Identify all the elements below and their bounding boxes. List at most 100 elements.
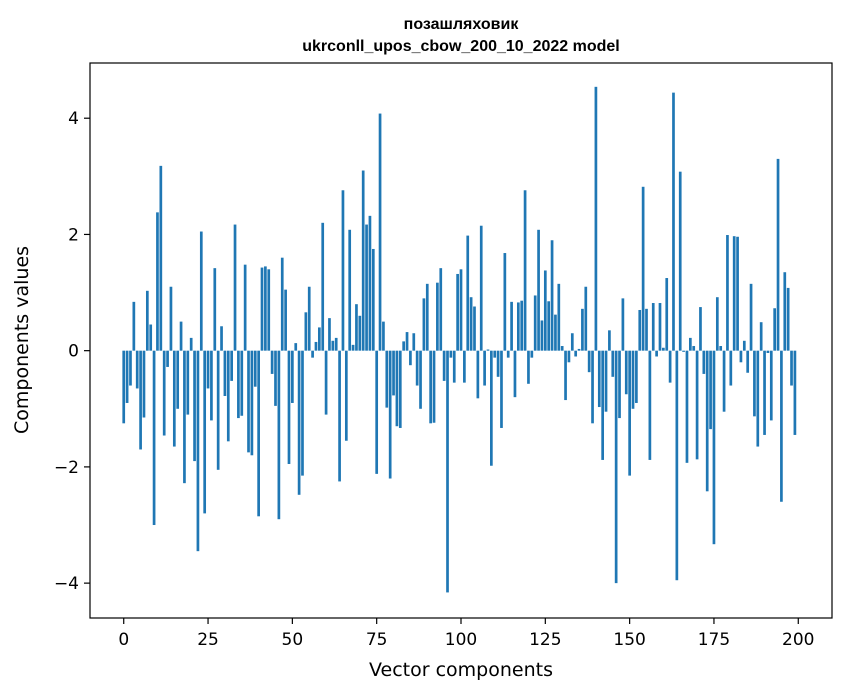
bar-61 — [328, 318, 331, 351]
bar-30 — [223, 350, 227, 396]
bar-163 — [672, 92, 675, 351]
bar-131 — [564, 350, 567, 401]
bar-186 — [749, 283, 753, 351]
bar-99 — [456, 273, 459, 351]
bar-77 — [382, 321, 385, 351]
x-tick-label: 75 — [366, 630, 388, 650]
bar-54 — [304, 312, 308, 351]
bar-32 — [230, 350, 234, 381]
bar-194 — [776, 158, 780, 351]
bar-97 — [449, 350, 453, 358]
bar-16 — [176, 350, 180, 409]
bar-151 — [631, 350, 635, 409]
bar-89 — [422, 298, 426, 351]
bar-65 — [341, 190, 345, 351]
x-tick-label: 175 — [698, 630, 730, 650]
bar-122 — [533, 295, 537, 351]
bar-40 — [257, 350, 260, 517]
bar-154 — [641, 186, 645, 351]
bar-196 — [783, 272, 787, 351]
bar-68 — [351, 344, 355, 351]
bar-165 — [678, 171, 682, 351]
x-tick-label: 25 — [197, 630, 219, 650]
bar-14 — [169, 286, 173, 351]
bar-161 — [665, 278, 669, 351]
bar-22 — [196, 350, 200, 552]
bar-21 — [193, 350, 196, 462]
bar-125 — [543, 270, 547, 351]
bar-178 — [722, 350, 726, 412]
bar-10 — [156, 212, 159, 351]
bar-58 — [317, 327, 321, 351]
bar-19 — [186, 350, 190, 415]
x-tick-label: 125 — [529, 630, 561, 650]
bar-128 — [554, 314, 557, 351]
bar-188 — [756, 350, 760, 447]
bar-81 — [395, 350, 399, 427]
bar-146 — [614, 350, 618, 584]
bar-83 — [402, 341, 406, 351]
x-tick-label: 50 — [282, 630, 304, 650]
bar-110 — [493, 350, 497, 358]
bar-192 — [769, 350, 773, 421]
bar-17 — [179, 321, 183, 351]
bar-13 — [166, 350, 169, 367]
bar-95 — [442, 350, 446, 381]
bar-9 — [152, 350, 156, 526]
bar-123 — [537, 229, 540, 351]
bar-74 — [371, 248, 375, 351]
bar-185 — [746, 350, 750, 373]
bar-132 — [567, 350, 571, 363]
bar-175 — [712, 350, 716, 545]
bar-179 — [726, 235, 729, 351]
bar-127 — [550, 240, 554, 351]
bar-60 — [324, 350, 328, 415]
bar-39 — [253, 350, 257, 387]
bar-184 — [742, 340, 746, 351]
bar-27 — [213, 268, 217, 351]
bar-55 — [307, 286, 311, 351]
bar-2 — [129, 350, 132, 386]
bar-50 — [291, 350, 294, 403]
bar-134 — [574, 350, 578, 357]
bar-72 — [365, 224, 368, 351]
bar-33 — [233, 224, 237, 351]
bar-94 — [439, 268, 443, 351]
bar-12 — [162, 350, 166, 436]
y-tick-label: −4 — [54, 574, 79, 594]
bar-75 — [375, 350, 379, 474]
bar-102 — [466, 235, 470, 351]
bar-18 — [183, 350, 186, 484]
bar-66 — [344, 350, 348, 441]
x-axis-label: Vector components — [369, 659, 553, 681]
bar-76 — [378, 113, 382, 351]
bar-51 — [294, 343, 298, 351]
bar-29 — [220, 326, 223, 351]
bar-177 — [719, 346, 723, 351]
bar-198 — [790, 350, 793, 386]
bar-164 — [675, 350, 679, 581]
bar-46 — [277, 350, 281, 520]
bar-115 — [510, 301, 513, 351]
x-axis-ticks: 0 25 50 75 100 125 150 175 200 — [118, 618, 814, 650]
bar-31 — [226, 350, 230, 442]
bar-49 — [287, 350, 291, 464]
bar-183 — [739, 350, 743, 363]
bar-114 — [506, 350, 510, 358]
bar-107 — [483, 350, 486, 386]
bar-38 — [250, 350, 254, 456]
bar-24 — [203, 350, 207, 514]
bar-80 — [392, 350, 395, 396]
bar-37 — [247, 350, 250, 453]
bar-139 — [591, 350, 594, 424]
bar-96 — [446, 350, 449, 593]
bar-85 — [409, 350, 412, 366]
x-tick-label: 100 — [445, 630, 477, 650]
bar-88 — [419, 350, 422, 409]
bar-169 — [692, 346, 696, 351]
bar-119 — [523, 190, 527, 351]
bar-48 — [284, 289, 287, 351]
bar-150 — [628, 350, 631, 476]
bar-52 — [297, 350, 301, 495]
